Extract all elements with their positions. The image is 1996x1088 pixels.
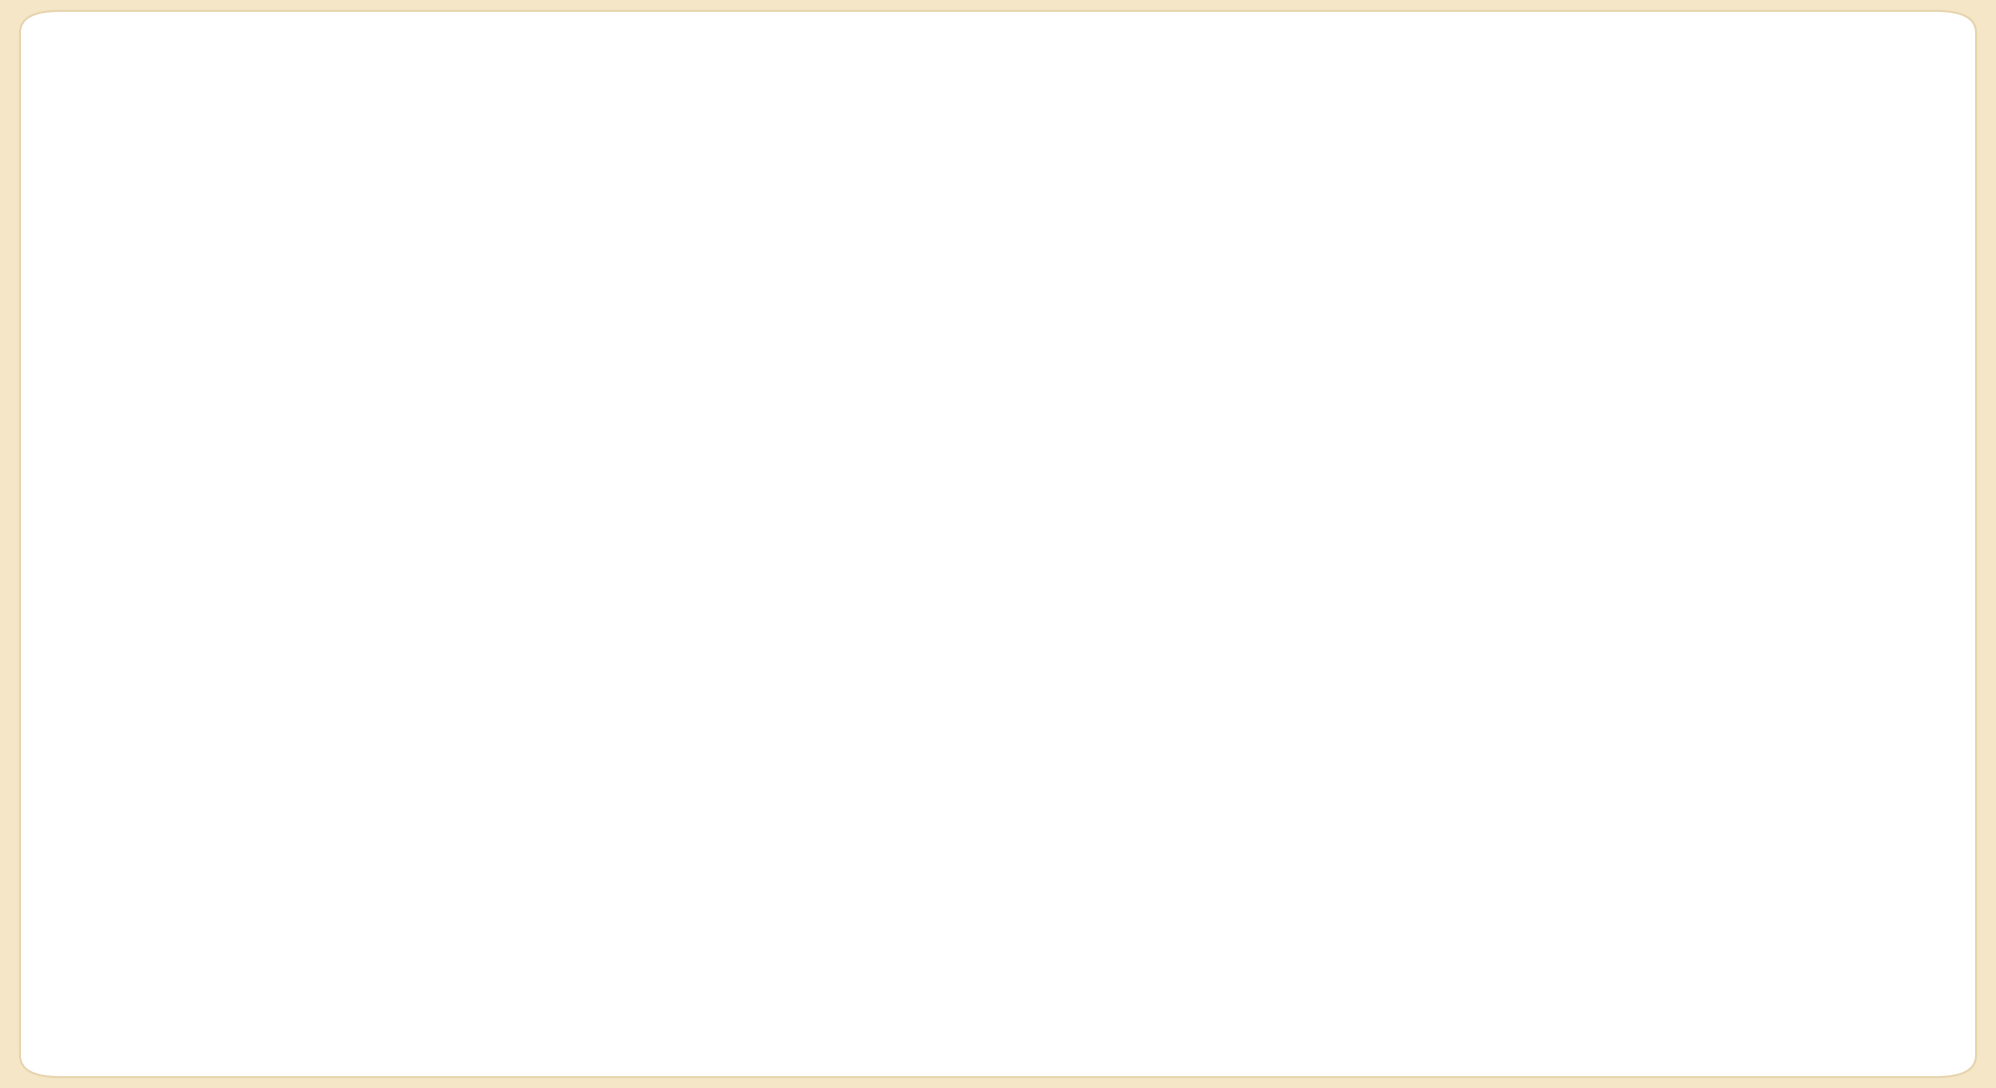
Text: ORDER: ORDER — [425, 123, 577, 160]
Text: Order=3, Degree=2: Order=3, Degree=2 — [190, 954, 497, 982]
Text: Order=2, Degree=3: Order=2, Degree=3 — [190, 693, 497, 721]
Text: DEGREE: DEGREE — [818, 123, 992, 160]
Text: of the differential equation: of the differential equation — [1094, 123, 1627, 160]
Text: Order=3, Degree=4: Order=3, Degree=4 — [190, 824, 497, 852]
Text: State the: State the — [100, 123, 291, 160]
Text: Order=4, Degree=2: Order=4, Degree=2 — [190, 562, 497, 591]
Text: $4y\!\left(\dfrac{d^3 y}{dx^3}\right)^{\!4} = \left(\dfrac{d^2 y}{dx^2}\right)^{: $4y\!\left(\dfrac{d^3 y}{dx^3}\right)^{\… — [140, 318, 689, 422]
Text: and: and — [669, 123, 766, 160]
